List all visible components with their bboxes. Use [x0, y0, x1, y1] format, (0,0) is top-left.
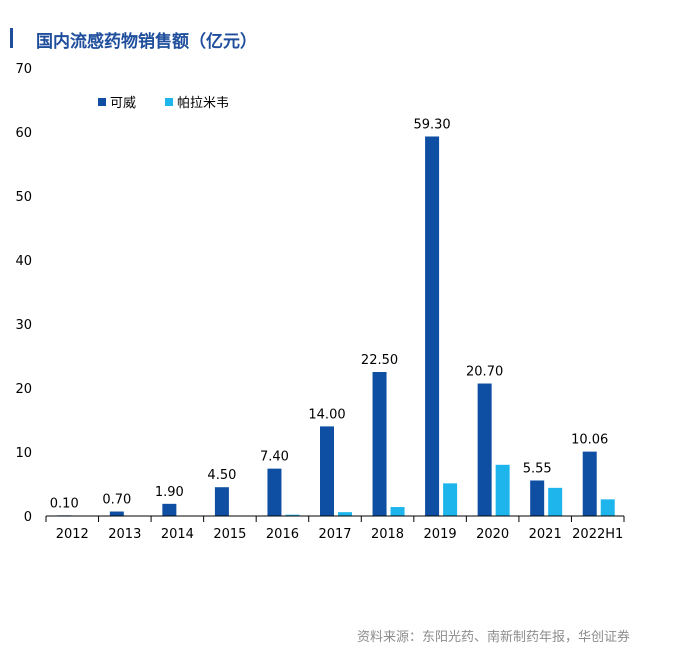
y-tick-label: 50 [15, 190, 32, 205]
chart-title: 国内流感药物销售额（亿元） [36, 32, 257, 52]
title-accent-bar [10, 28, 13, 48]
x-tick-label: 2012 [56, 527, 89, 542]
legend-swatch [98, 98, 106, 106]
y-tick-label: 20 [15, 382, 32, 397]
bar-帕拉米韦 [548, 487, 563, 516]
x-tick-label: 2021 [529, 527, 562, 542]
bar-可威 [214, 487, 229, 516]
y-tick-label: 60 [15, 126, 32, 141]
bar-帕拉米韦 [495, 464, 510, 516]
data-label: 4.50 [207, 468, 236, 483]
data-label: 22.50 [361, 353, 398, 368]
bar-可威 [477, 383, 492, 516]
bar-帕拉米韦 [338, 512, 352, 516]
x-tick-label: 2015 [213, 527, 246, 542]
legend-swatch [165, 98, 173, 106]
y-tick-label: 40 [15, 254, 32, 269]
data-label: 10.06 [571, 433, 608, 448]
data-label: 7.40 [260, 450, 289, 465]
bar-可威 [162, 503, 177, 516]
legend-label: 可威 [110, 96, 136, 111]
legend-label: 帕拉米韦 [177, 96, 229, 111]
data-label: 0.10 [50, 496, 79, 511]
bar-可威 [425, 136, 440, 517]
x-tick-label: 2019 [424, 527, 457, 542]
y-tick-label: 0 [24, 510, 32, 525]
data-label: 0.70 [102, 493, 131, 508]
x-tick-label: 2020 [476, 527, 509, 542]
x-tick-label: 2018 [371, 527, 404, 542]
bar-帕拉米韦 [390, 507, 405, 516]
y-tick-label: 10 [15, 446, 32, 461]
bar-可威 [267, 468, 282, 516]
source-note: 资料来源：东阳光药、南新制药年报，华创证券 [356, 630, 630, 645]
bar-可威 [530, 480, 545, 516]
data-label: 59.30 [413, 117, 450, 132]
x-tick-label: 2014 [161, 527, 194, 542]
data-label: 14.00 [308, 407, 345, 422]
x-tick-label: 2016 [266, 527, 299, 542]
bar-帕拉米韦 [285, 514, 300, 516]
data-label: 1.90 [155, 485, 184, 500]
data-label: 20.70 [466, 365, 503, 380]
y-tick-label: 30 [15, 318, 32, 333]
x-tick-label: 2013 [108, 527, 141, 542]
bar-帕拉米韦 [600, 499, 615, 516]
bar-可威 [582, 451, 597, 516]
bar-帕拉米韦 [443, 483, 458, 516]
x-tick-label: 2017 [318, 527, 351, 542]
x-tick-label: 2022H1 [572, 527, 623, 542]
y-tick-label: 70 [15, 62, 32, 77]
data-label: 5.55 [523, 461, 552, 476]
bar-可威 [372, 372, 387, 516]
bar-chart: 0 10 20 30 40 50 60 70 0.10 2012 0.70 2013 1.90 2014 4… [15, 62, 625, 542]
bar-可威 [109, 511, 124, 516]
bar-可威 [320, 426, 334, 516]
